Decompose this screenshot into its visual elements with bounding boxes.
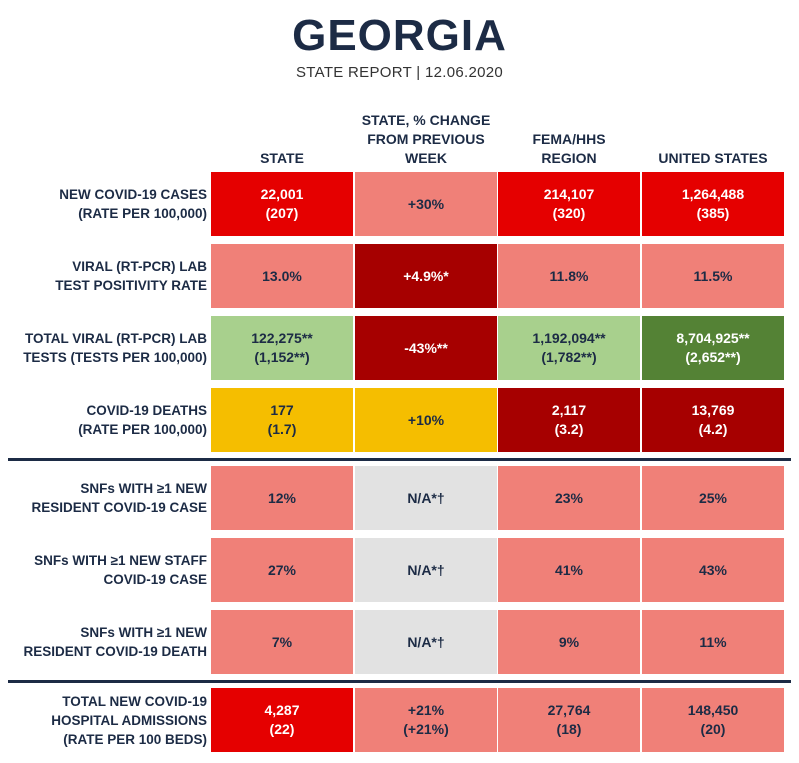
table-cell: 4,287 (22) [211, 688, 353, 752]
column-header-state: STATE [260, 150, 304, 166]
table-cell: N/A*† [355, 538, 497, 602]
column-header-us: UNITED STATES [658, 150, 768, 166]
page-title: GEORGIA [292, 11, 507, 60]
table-cell: 11.5% [642, 244, 784, 308]
table-cell: 1,264,488 (385) [642, 172, 784, 236]
column-header-pct-change: STATE, % CHANGE FROM PREVIOUS WEEK [361, 112, 491, 166]
table-cell: 7% [211, 610, 353, 674]
table-cell: N/A*† [355, 610, 497, 674]
row-label: VIRAL (RT-PCR) LAB TEST POSITIVITY RATE [55, 259, 207, 293]
table-cell: +30% [355, 172, 497, 236]
table-cell: 13,769 (4.2) [642, 388, 784, 452]
section-divider [8, 680, 791, 683]
table-cell: 122,275** (1,152**) [211, 316, 353, 380]
table-cell: 23% [498, 466, 640, 530]
table-cell: 9% [498, 610, 640, 674]
table-cell: 177 (1.7) [211, 388, 353, 452]
table-cell: +21% (+21%) [355, 688, 497, 752]
table-cell: 11% [642, 610, 784, 674]
section-divider [8, 458, 791, 461]
table-cell: 1,192,094** (1,782**) [498, 316, 640, 380]
row-label: SNFs WITH ≥1 NEW RESIDENT COVID-19 DEATH [23, 625, 207, 659]
table-cell: 27,764 (18) [498, 688, 640, 752]
table-cell: 41% [498, 538, 640, 602]
table-cell: 148,450 (20) [642, 688, 784, 752]
table-cell: 27% [211, 538, 353, 602]
table-cell: 11.8% [498, 244, 640, 308]
column-header-region: FEMA/HHS REGION [532, 131, 606, 166]
row-label: NEW COVID-19 CASES (RATE PER 100,000) [59, 187, 207, 221]
table-cell: +4.9%* [355, 244, 497, 308]
table-cell: 43% [642, 538, 784, 602]
table-cell: 13.0% [211, 244, 353, 308]
row-label: TOTAL VIRAL (RT-PCR) LAB TESTS (TESTS PE… [23, 331, 207, 365]
table-cell: 214,107 (320) [498, 172, 640, 236]
row-label: SNFs WITH ≥1 NEW STAFF COVID-19 CASE [34, 553, 207, 587]
row-label: SNFs WITH ≥1 NEW RESIDENT COVID-19 CASE [31, 481, 207, 515]
table-cell: 12% [211, 466, 353, 530]
table-cell: 8,704,925** (2,652**) [642, 316, 784, 380]
report-subtitle: STATE REPORT | 12.06.2020 [295, 64, 504, 81]
table-cell: -43%** [355, 316, 497, 380]
table-cell: 2,117 (3.2) [498, 388, 640, 452]
table-cell: 22,001 (207) [211, 172, 353, 236]
row-label: COVID-19 DEATHS (RATE PER 100,000) [78, 403, 207, 437]
row-label: TOTAL NEW COVID-19 HOSPITAL ADMISSIONS (… [51, 693, 207, 747]
table-cell: N/A*† [355, 466, 497, 530]
table-cell: 25% [642, 466, 784, 530]
table-cell: +10% [355, 388, 497, 452]
